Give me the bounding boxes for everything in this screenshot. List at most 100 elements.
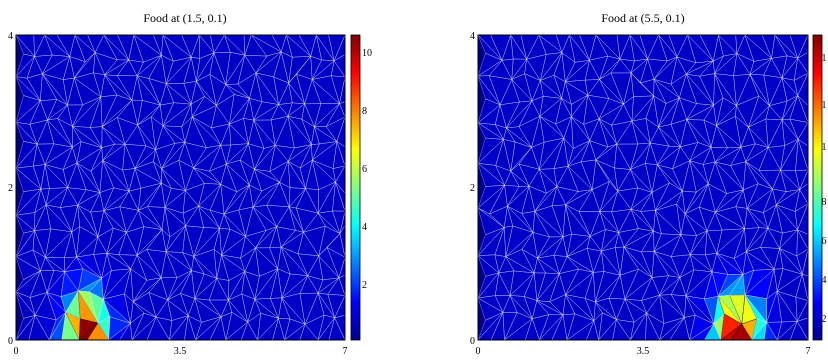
colorbar-tick-label: 4 — [362, 222, 367, 233]
heatmap-cell — [654, 234, 681, 257]
heatmap-cell — [587, 95, 609, 119]
colorbar-tick-label: 1 — [822, 100, 827, 111]
heatmap-cell — [679, 269, 694, 296]
heatmap-cell — [167, 299, 189, 321]
heatmap-cell — [211, 105, 230, 128]
heatmap-cell — [221, 255, 245, 281]
heatmap-cell — [97, 210, 114, 237]
heatmap-cell — [734, 228, 747, 259]
heatmap-cell — [240, 247, 256, 272]
heatmap-cell — [288, 74, 305, 104]
heatmap-cell — [549, 294, 566, 315]
heatmap-cell — [504, 171, 520, 187]
heatmap-cell — [304, 79, 321, 104]
heatmap-cell — [89, 278, 104, 300]
heatmap-cell — [641, 277, 660, 301]
heatmap-cell — [510, 164, 529, 187]
heatmap-cell — [595, 271, 621, 303]
heatmap-cell — [63, 147, 77, 170]
heatmap-cell — [318, 315, 335, 340]
heatmap-cell — [478, 208, 505, 235]
heatmap-cell — [782, 58, 798, 81]
heatmap-cell — [611, 121, 632, 145]
heatmap-cell — [641, 295, 660, 314]
heatmap-cell — [219, 228, 230, 255]
heatmap-cell — [126, 226, 144, 256]
heatmap-cell — [135, 168, 162, 189]
heatmap-cell — [160, 102, 174, 126]
heatmap-cell — [589, 56, 608, 80]
heatmap-cell — [760, 247, 780, 270]
heatmap-cell — [657, 146, 681, 169]
heatmap-cell — [245, 207, 267, 237]
heatmap-cell — [78, 268, 102, 291]
heatmap-cell — [616, 299, 635, 323]
heatmap-cell — [672, 160, 690, 191]
heatmap-cell — [776, 204, 798, 234]
heatmap-cell — [47, 271, 65, 297]
heatmap-cell — [251, 35, 282, 57]
heatmap-cell — [271, 116, 288, 146]
heatmap-cell — [42, 56, 70, 80]
heatmap-cell — [686, 61, 714, 77]
heatmap-cell — [595, 298, 617, 320]
heatmap-cell — [478, 98, 500, 123]
heatmap-cell — [532, 80, 544, 101]
heatmap-cell — [500, 102, 520, 128]
heatmap-cell — [191, 57, 200, 82]
heatmap-cell — [161, 183, 172, 208]
heatmap-cell — [271, 104, 288, 120]
heatmap-cell — [684, 295, 696, 318]
heatmap-cell — [93, 72, 105, 97]
heatmap-cell — [614, 167, 631, 192]
heatmap-cell — [216, 255, 229, 281]
heatmap-cell — [646, 313, 664, 340]
heatmap-cell — [334, 315, 345, 340]
heatmap-cell — [336, 117, 345, 147]
heatmap-cell — [64, 231, 77, 258]
heatmap-cell — [118, 232, 138, 256]
heatmap-cell — [533, 232, 550, 259]
heatmap-cell — [225, 52, 245, 85]
heatmap-cell — [40, 99, 57, 120]
heatmap-cell — [795, 274, 808, 301]
heatmap-cell — [238, 184, 253, 210]
heatmap-cell — [712, 271, 728, 297]
heatmap-cell — [161, 277, 177, 300]
heatmap-cell — [561, 35, 576, 63]
heatmap-cell — [759, 147, 781, 171]
heatmap-cell — [224, 209, 246, 237]
heatmap-cell — [63, 56, 75, 80]
heatmap-cell — [16, 168, 41, 192]
heatmap-cell — [689, 147, 711, 165]
heatmap-cell — [29, 292, 47, 316]
plot-frame-2 — [477, 34, 809, 341]
heatmap-cell — [733, 53, 750, 76]
heatmap-cell — [272, 35, 287, 52]
heatmap-cell — [119, 323, 132, 340]
heatmap-cell — [277, 247, 291, 274]
heatmap-cell — [327, 247, 345, 278]
heatmap-cell — [257, 313, 279, 340]
heatmap-cell — [551, 314, 567, 340]
heatmap-cell — [768, 145, 785, 171]
heatmap-cell — [658, 35, 677, 61]
heatmap-cell — [502, 59, 514, 80]
heatmap-cell — [253, 120, 276, 149]
heatmap-cell — [99, 187, 114, 211]
heatmap-cell — [790, 35, 808, 59]
heatmap-cell — [124, 268, 134, 302]
heatmap-cell — [77, 189, 100, 206]
heatmap-cell — [599, 104, 624, 126]
heatmap-cell — [216, 94, 235, 124]
heatmap-cell — [185, 206, 204, 228]
heatmap-cell — [148, 277, 168, 300]
heatmap-cell — [210, 210, 224, 229]
heatmap-cell — [762, 35, 775, 59]
x-tick-label: 7 — [806, 346, 811, 357]
heatmap-cell — [620, 59, 635, 73]
heatmap-cell — [495, 272, 511, 296]
heatmap-cell — [244, 247, 260, 277]
heatmap-cell — [243, 98, 254, 121]
heatmap-cell — [213, 35, 231, 53]
